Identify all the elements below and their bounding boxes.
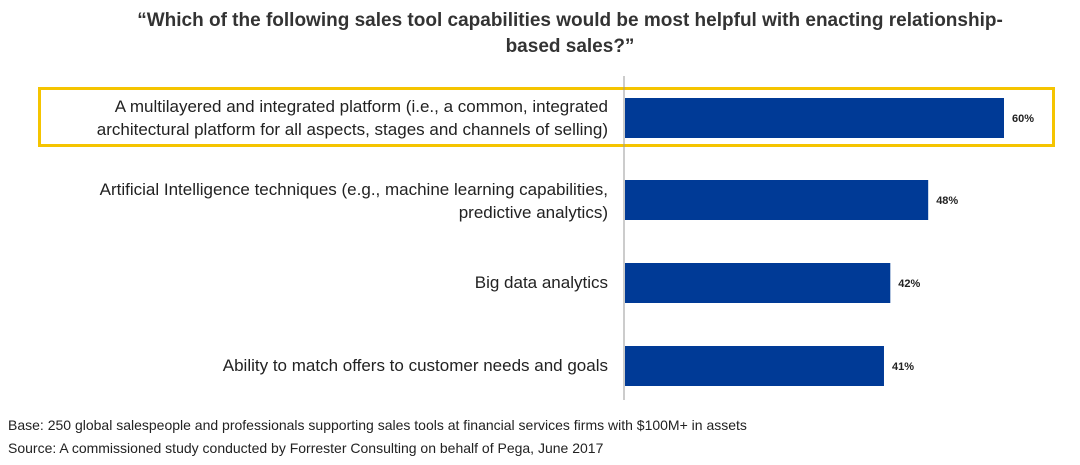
category-label-line: Big data analytics (474, 273, 608, 292)
highlight-box (38, 87, 1055, 147)
chart-title: “Which of the following sales tool capab… (80, 8, 1060, 60)
bar-value-label: 41% (892, 361, 914, 373)
category-label-integrated-platform: A multilayered and integrated platform (… (8, 95, 608, 141)
category-label-line: A multilayered and integrated platform (… (114, 97, 608, 116)
category-label-line: Artificial Intelligence techniques (e.g.… (99, 180, 608, 199)
chart-title-line-1: “Which of the following sales tool capab… (137, 10, 1003, 31)
category-label-line: architectural platform for all aspects, … (96, 120, 608, 139)
bar (625, 98, 1004, 138)
chart-title-line-2: based sales?” (505, 36, 635, 57)
footnote-base: Base: 250 global salespeople and profess… (8, 417, 747, 433)
footnote-source: Source: A commissioned study conducted b… (8, 440, 604, 456)
category-label-artificial-intelligence: Artificial Intelligence techniques (e.g.… (8, 178, 608, 224)
category-label-line: predictive analytics) (458, 203, 608, 222)
bar (625, 346, 884, 386)
bar (625, 263, 891, 303)
bar-value-label: 42% (898, 278, 920, 290)
category-label-match-offers: Ability to match offers to customer need… (8, 354, 608, 377)
category-label-line: Ability to match offers to customer need… (222, 356, 608, 375)
bar (625, 180, 929, 220)
bar-value-label: 48% (936, 195, 958, 207)
bar-value-label: 60% (1012, 113, 1034, 125)
category-label-big-data: Big data analytics (8, 271, 608, 294)
